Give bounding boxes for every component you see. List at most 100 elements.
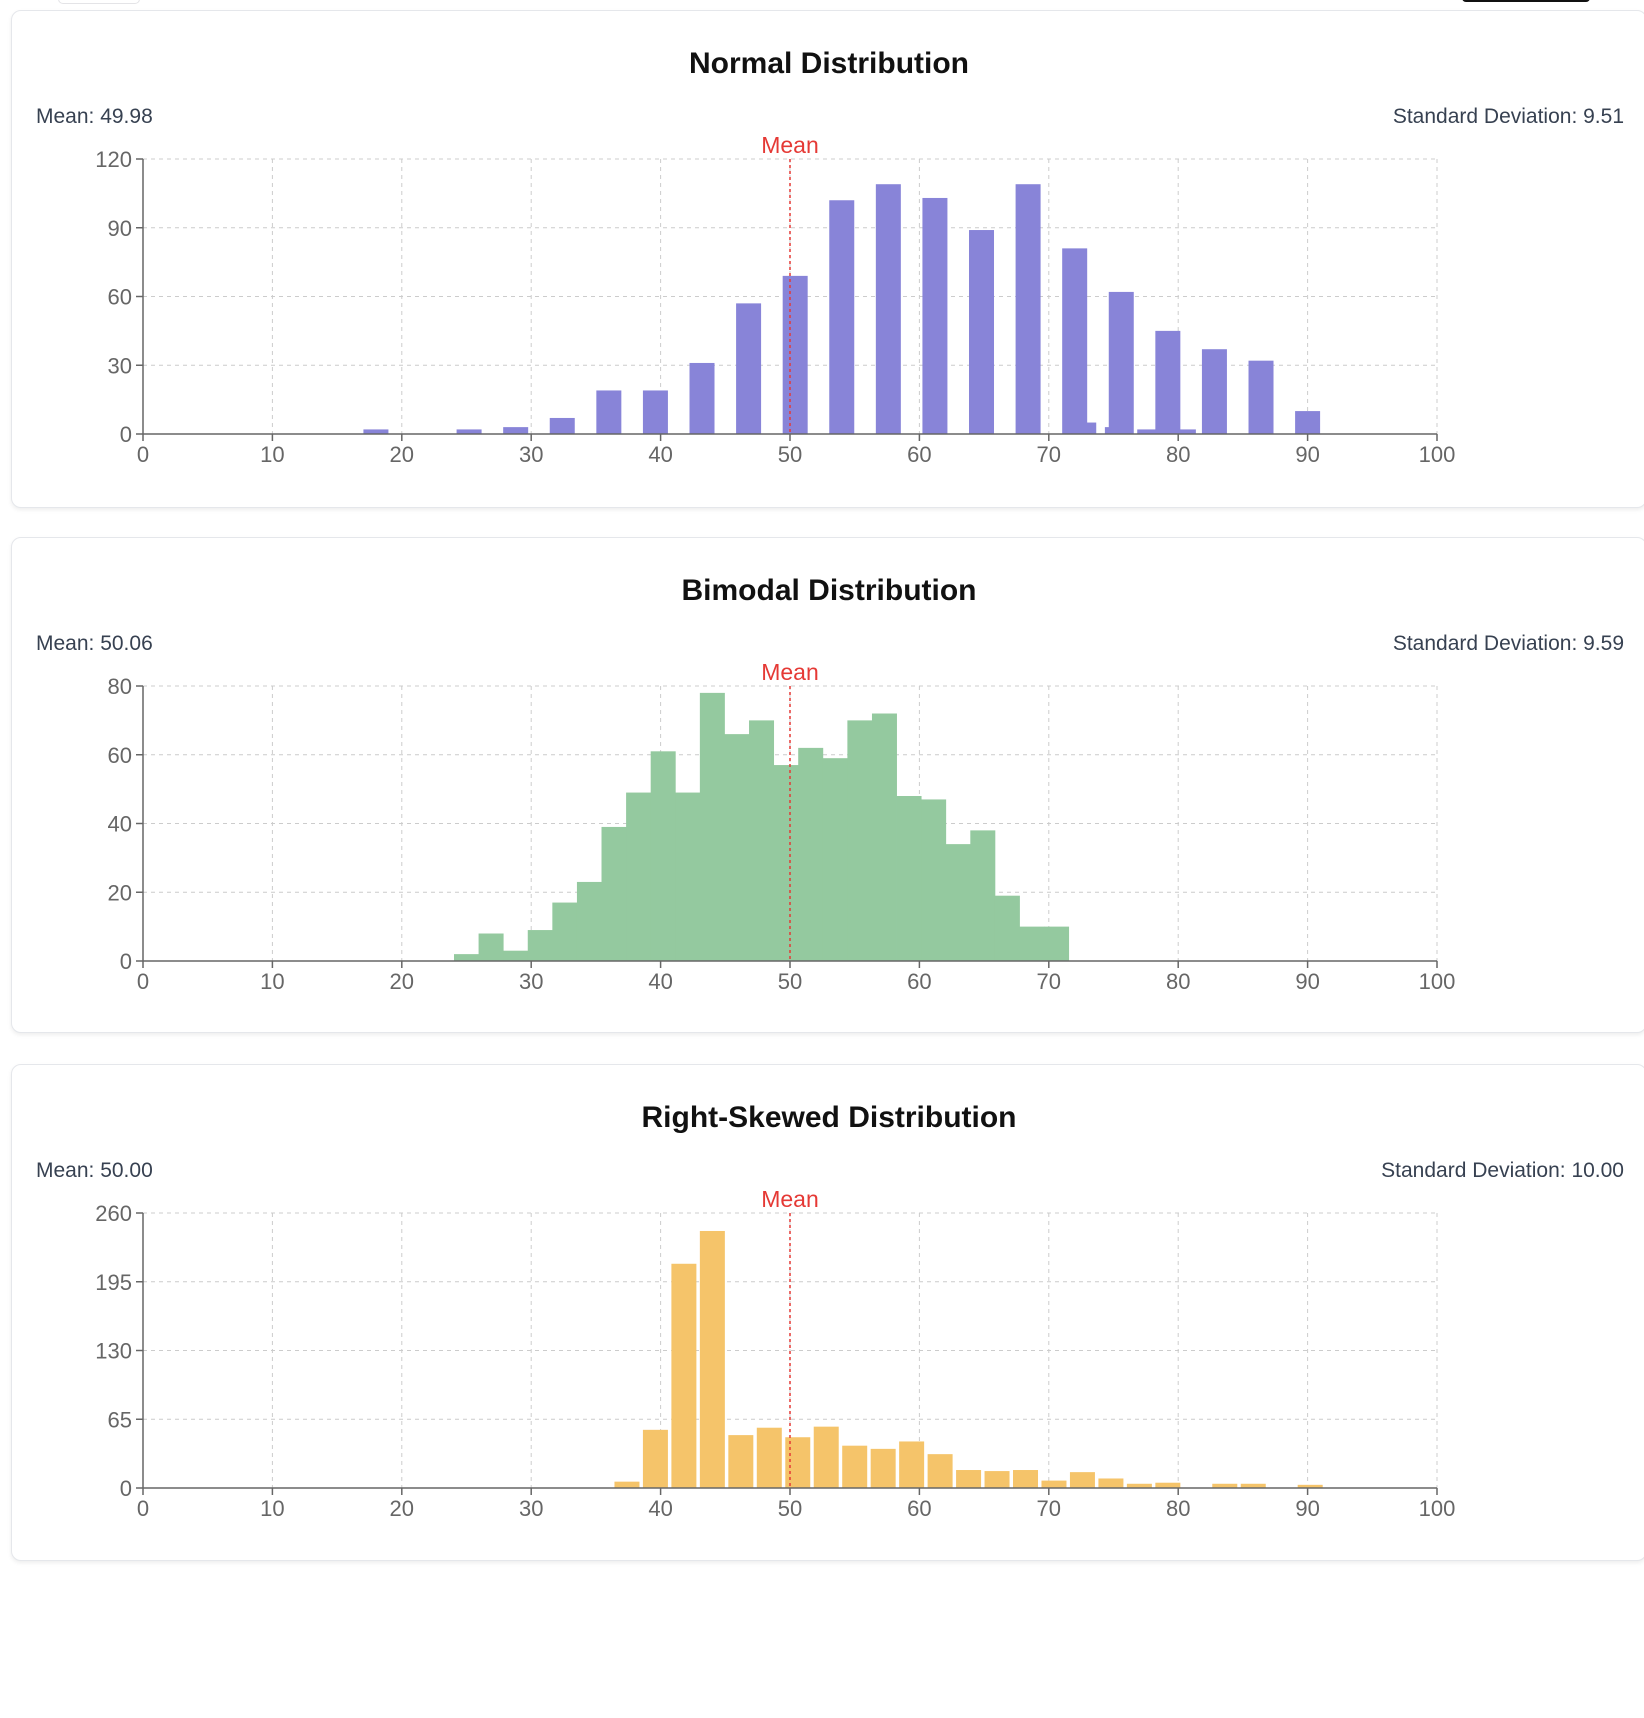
x-tick-label: 80	[1166, 969, 1190, 994]
histogram-bar	[363, 429, 389, 434]
std-dev-stat: Standard Deviation: 9.51	[1392, 105, 1624, 128]
histogram-bar	[1295, 411, 1321, 434]
std-dev-stat: Standard Deviation: 9.59	[1392, 632, 1624, 655]
y-tick-label: 0	[120, 949, 132, 974]
y-tick-label: 60	[108, 743, 132, 768]
histogram-bar	[614, 1481, 640, 1488]
x-tick-label: 90	[1295, 1496, 1319, 1521]
histogram-bar	[699, 692, 725, 961]
x-tick-label: 20	[390, 442, 414, 467]
histogram-bar	[1015, 184, 1041, 434]
y-tick-label: 65	[108, 1407, 132, 1432]
histogram-bar	[984, 1471, 1010, 1488]
histogram-bar	[601, 826, 627, 961]
bars	[614, 1230, 1323, 1488]
y-tick-label: 30	[108, 353, 132, 378]
y-tick-label: 20	[108, 880, 132, 905]
x-tick-label: 80	[1166, 442, 1190, 467]
histogram-bar	[596, 390, 622, 434]
mean-stat: Mean: 50.00	[36, 1159, 153, 1182]
histogram-bar	[549, 417, 575, 434]
histogram-bar	[724, 734, 750, 961]
bimodal-distribution-card: Bimodal Distribution Mean: 50.06 Standar…	[11, 537, 1644, 1033]
histogram-bar	[927, 1454, 953, 1488]
mean-stat: Mean: 50.06	[36, 632, 153, 655]
histogram-bar	[689, 362, 715, 434]
histogram-bar	[829, 200, 855, 434]
histogram-bar	[626, 792, 652, 961]
normal-distribution-card: Normal Distribution Mean: 49.98 Standard…	[11, 10, 1644, 508]
histogram-bar	[1108, 291, 1134, 434]
histogram-bar	[576, 881, 602, 961]
normal-histogram: 0 10 20 30 40 50 60 70 80 90 100 0 30 60 90 120 Mean	[95, 132, 1456, 467]
histogram-bar	[956, 1470, 982, 1488]
y-tick-label: 0	[120, 422, 132, 447]
histogram-bar	[1071, 422, 1097, 434]
histogram-bar	[756, 1427, 782, 1488]
histogram-bar	[1137, 429, 1163, 434]
histogram-bar	[798, 747, 824, 961]
histogram-bar	[871, 713, 897, 961]
histogram-bar	[736, 303, 762, 434]
chart-title: Bimodal Distribution	[681, 574, 977, 607]
histogram-bar	[671, 1263, 697, 1488]
histogram-bar	[773, 765, 799, 961]
mean-reference-label: Mean	[761, 132, 819, 158]
x-tick-label: 50	[778, 1496, 802, 1521]
histogram-bar	[1069, 1472, 1095, 1488]
x-tick-label: 60	[907, 969, 931, 994]
x-tick-label: 70	[1037, 1496, 1061, 1521]
y-tick-label: 120	[95, 147, 132, 172]
top-control-stub-left[interactable]	[58, 0, 140, 4]
x-tick-label: 100	[1419, 1496, 1456, 1521]
histogram-bar	[1013, 1470, 1039, 1488]
y-tick-label: 0	[120, 1476, 132, 1501]
histogram-bar	[1104, 427, 1130, 434]
histogram-bar	[478, 933, 504, 961]
histogram-bar	[749, 720, 775, 961]
x-tick-label: 40	[648, 442, 672, 467]
histogram-bar	[1044, 926, 1070, 961]
x-tick-label: 20	[390, 1496, 414, 1521]
y-tick-label: 60	[108, 285, 132, 310]
x-tick-label: 30	[519, 442, 543, 467]
histogram-bar	[503, 427, 529, 434]
mean-reference-label: Mean	[761, 659, 819, 685]
histogram-bar	[1212, 1483, 1238, 1488]
histogram-bar	[1297, 1484, 1323, 1488]
histogram-bar	[552, 902, 578, 961]
histogram-bar	[642, 390, 668, 434]
y-tick-label: 90	[108, 216, 132, 241]
top-control-stub-right[interactable]	[1462, 0, 1590, 2]
histogram-bar	[969, 230, 995, 434]
x-tick-label: 40	[648, 969, 672, 994]
histogram-bar	[1098, 1478, 1124, 1488]
histogram-bar	[899, 1441, 925, 1488]
x-tick-label: 100	[1419, 442, 1456, 467]
x-tick-label: 10	[260, 442, 284, 467]
histogram-bar	[1201, 349, 1227, 434]
histogram-bar	[1240, 1483, 1266, 1488]
x-tick-label: 50	[778, 969, 802, 994]
x-tick-label: 90	[1295, 969, 1319, 994]
x-tick-label: 10	[260, 1496, 284, 1521]
histogram-bar	[456, 429, 482, 434]
histogram-bar	[945, 844, 971, 961]
mean-stat: Mean: 49.98	[36, 105, 153, 128]
histogram-bar	[650, 751, 676, 961]
histogram-bar	[675, 792, 701, 961]
histogram-bar	[1248, 360, 1274, 434]
x-tick-label: 70	[1037, 969, 1061, 994]
histogram-bar	[785, 1437, 811, 1488]
histogram-bar	[896, 796, 922, 961]
histogram-bar	[870, 1448, 896, 1488]
x-tick-label: 0	[137, 969, 149, 994]
x-tick-label: 20	[390, 969, 414, 994]
histogram-bar	[699, 1230, 725, 1488]
x-tick-label: 0	[137, 1496, 149, 1521]
histogram-bar	[1155, 330, 1181, 434]
histogram-bar	[1170, 429, 1196, 434]
histogram-bar	[994, 895, 1020, 961]
y-tick-label: 80	[108, 674, 132, 699]
histogram-bar	[1155, 1482, 1181, 1488]
